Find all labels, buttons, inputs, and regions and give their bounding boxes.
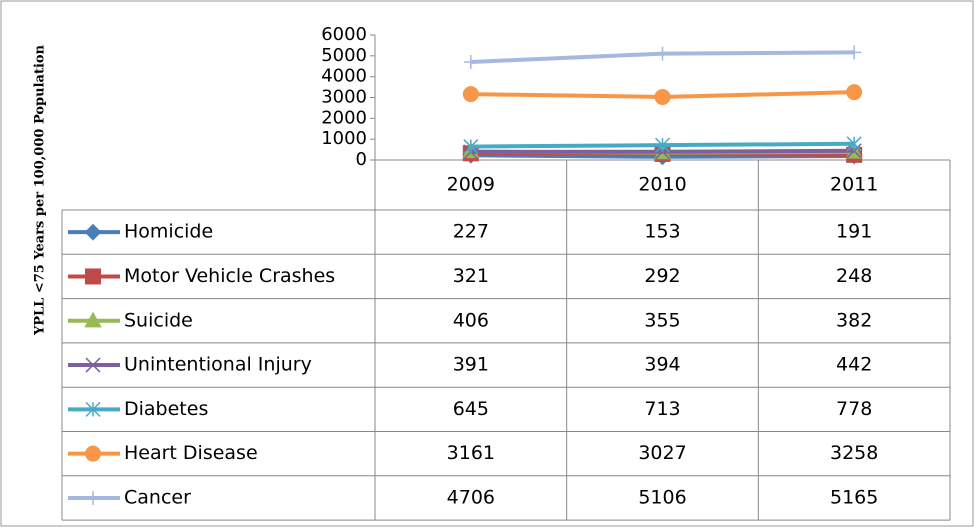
table-value: 713 xyxy=(644,398,680,420)
x-tick-label: 2009 xyxy=(447,174,495,196)
marker xyxy=(462,86,479,103)
marker xyxy=(85,268,101,285)
legend-label: Unintentional Injury xyxy=(124,354,312,376)
x-tick-label: 2010 xyxy=(638,174,686,196)
table-value: 292 xyxy=(644,265,680,287)
marker xyxy=(463,54,478,69)
marker xyxy=(846,143,862,159)
marker xyxy=(463,139,479,155)
x-tick-label: 2011 xyxy=(830,174,878,196)
y-tick-label: 5000 xyxy=(321,45,367,66)
marker xyxy=(654,88,671,105)
legend-label: Motor Vehicle Crashes xyxy=(124,265,335,287)
legend-label: Homicide xyxy=(124,221,213,243)
table-value: 778 xyxy=(836,398,872,420)
table-value: 3161 xyxy=(447,442,495,464)
marker xyxy=(846,84,863,101)
marker xyxy=(85,357,101,373)
y-tick-label: 0 xyxy=(356,149,367,170)
y-axis-label: YPLL <75 Years per 100,000 Population xyxy=(33,44,48,336)
table-value: 321 xyxy=(453,265,489,287)
marker xyxy=(85,445,101,462)
y-tick-label: 2000 xyxy=(321,107,367,128)
y-tick-label: 4000 xyxy=(321,66,367,87)
marker xyxy=(86,490,100,505)
table-value: 153 xyxy=(644,221,680,243)
table-value: 645 xyxy=(453,398,489,420)
table-value: 394 xyxy=(644,354,680,376)
table-value: 391 xyxy=(453,354,489,376)
y-tick-label: 3000 xyxy=(321,87,367,108)
marker xyxy=(84,223,102,241)
table-value: 248 xyxy=(836,265,872,287)
marker xyxy=(84,311,102,328)
table-value: 442 xyxy=(836,354,872,376)
marker xyxy=(847,45,862,60)
y-tick-label: 1000 xyxy=(321,128,367,149)
marker xyxy=(846,136,862,152)
table-value: 355 xyxy=(644,309,680,331)
legend-label: Cancer xyxy=(124,486,191,508)
legend-label: Suicide xyxy=(124,309,193,331)
table-value: 382 xyxy=(836,309,872,331)
legend-label: Diabetes xyxy=(124,398,208,420)
table-value: 191 xyxy=(836,221,872,243)
table-value: 4706 xyxy=(447,486,495,508)
table-value: 5106 xyxy=(638,486,686,508)
table-value: 3258 xyxy=(830,442,878,464)
table-value: 406 xyxy=(453,309,489,331)
y-tick-label: 6000 xyxy=(321,24,367,45)
table-value: 3027 xyxy=(638,442,686,464)
table-value: 227 xyxy=(453,221,489,243)
marker xyxy=(655,46,670,61)
marker xyxy=(654,137,671,153)
marker xyxy=(85,401,101,417)
table-value: 5165 xyxy=(830,486,878,508)
legend-label: Heart Disease xyxy=(124,442,258,464)
